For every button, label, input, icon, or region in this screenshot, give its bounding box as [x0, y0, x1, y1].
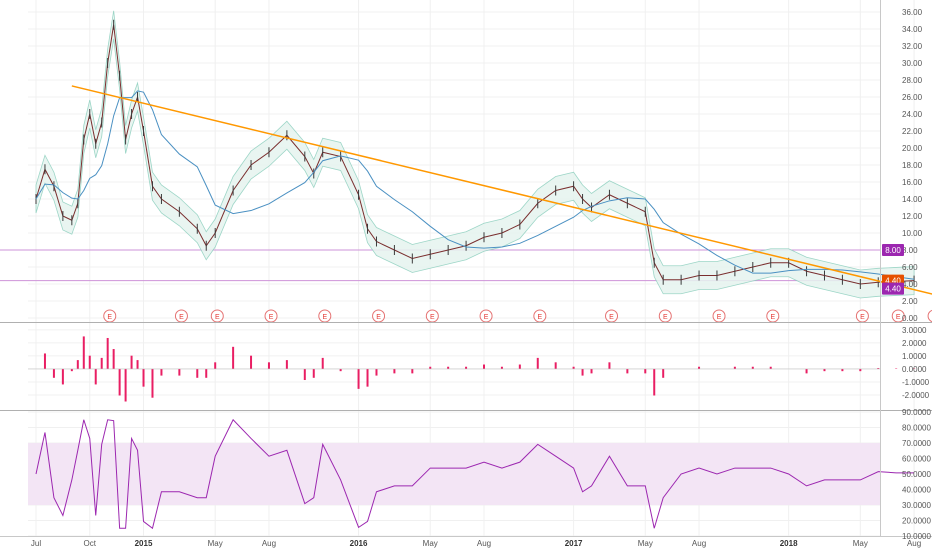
- time-axis-tick: 2015: [135, 539, 153, 548]
- time-axis-tick: Aug: [692, 539, 706, 548]
- price-axis-tick: 0.00: [902, 314, 918, 323]
- rsi-axis-tick: 30.0000: [902, 501, 931, 510]
- price-axis-tick: 34.00: [902, 25, 923, 34]
- time-axis-tick: Jul: [31, 539, 41, 548]
- macd-axis-tick: 1.0000: [902, 352, 927, 361]
- price-label: 4.40: [885, 277, 901, 286]
- bollinger-band: [35, 10, 915, 299]
- time-axis-tick: Aug: [262, 539, 276, 548]
- macd-axis-tick: 3.0000: [902, 326, 927, 335]
- price-axis-tick: 10.00: [902, 229, 923, 238]
- price-axis-tick: 20.00: [902, 144, 923, 153]
- macd-axis-tick: -2.0000: [902, 391, 930, 400]
- price-axis-tick: 36.00: [902, 8, 923, 17]
- price-axis-tick: 2.00: [902, 297, 918, 306]
- rsi-line: [35, 418, 915, 530]
- time-axis-tick: May: [423, 539, 438, 548]
- earnings-marker-label: E: [896, 314, 901, 321]
- earnings-marker-label: E: [179, 314, 184, 321]
- earnings-marker-label: E: [269, 314, 274, 321]
- rsi-axis-tick: 40.0000: [902, 486, 931, 495]
- time-axis-tick: 2018: [780, 539, 798, 548]
- price-label-box: [882, 282, 904, 295]
- earnings-marker-label: E: [215, 314, 220, 321]
- earnings-marker-label: E: [538, 314, 543, 321]
- earnings-marker-label: E: [107, 314, 112, 321]
- rsi-overbought-oversold-band: [28, 443, 880, 505]
- earnings-marker-label: E: [322, 314, 327, 321]
- rsi-axis-tick: 10.0000: [902, 532, 931, 541]
- earnings-marker-label: E: [860, 314, 865, 321]
- chart-series: [0, 10, 932, 530]
- rsi-axis-tick: 90.0000: [902, 408, 931, 417]
- price-label-box: [882, 244, 904, 256]
- price-axis-tick: 18.00: [902, 161, 923, 170]
- time-axis-tick: 2017: [565, 539, 583, 548]
- time-axis-tick: May: [208, 539, 223, 548]
- earnings-marker-circle: [927, 309, 932, 323]
- macd-axis-tick: 0.0000: [902, 365, 927, 374]
- price-label: 8.00: [885, 246, 901, 255]
- price-axis-tick: 24.00: [902, 110, 923, 119]
- earnings-marker-label: E: [609, 314, 614, 321]
- rsi-axis-tick: 60.0000: [902, 455, 931, 464]
- price-axis-tick: 16.00: [902, 178, 923, 187]
- earnings-marker-label: E: [484, 314, 489, 321]
- price-axis-tick: 28.00: [902, 76, 923, 85]
- price-axis-tick: 12.00: [902, 212, 923, 221]
- price-axis-tick: 6.00: [902, 263, 918, 272]
- price-axis-tick: 22.00: [902, 127, 923, 136]
- trendline: [71, 85, 932, 295]
- price-line: [35, 24, 915, 285]
- earnings-marker-label: E: [376, 314, 381, 321]
- price-label: 4.40: [885, 285, 901, 294]
- price-axis-tick: 26.00: [902, 93, 923, 102]
- rsi-axis-tick: 80.0000: [902, 424, 931, 433]
- price-axis-tick: 4.00: [902, 280, 918, 289]
- earnings-marker-label: E: [663, 314, 668, 321]
- price-axis-tick: 14.00: [902, 195, 923, 204]
- time-axis-tick: May: [853, 539, 868, 548]
- earnings-marker-label: E: [770, 314, 775, 321]
- price-axis-tick: 32.00: [902, 42, 923, 51]
- macd-axis-tick: 2.0000: [902, 339, 927, 348]
- time-axis-tick: Oct: [84, 539, 97, 548]
- rsi-axis-tick: 50.0000: [902, 470, 931, 479]
- rsi-axis-tick: 70.0000: [902, 439, 931, 448]
- rsi-band-fill: [28, 443, 880, 505]
- rsi-axis-tick: 20.0000: [902, 517, 931, 526]
- macd-axis-tick: -1.0000: [902, 378, 930, 387]
- earnings-markers: EEEEEEEEEEEEEEEE: [103, 309, 932, 323]
- price-axis-tick: 8.00: [902, 246, 918, 255]
- moving-average-line: [35, 90, 915, 280]
- earnings-marker-label: E: [717, 314, 722, 321]
- earnings-marker-label: E: [430, 314, 435, 321]
- price-axis-tick: 30.00: [902, 59, 923, 68]
- time-axis-tick: 2016: [350, 539, 368, 548]
- time-axis-tick: Aug: [907, 539, 921, 548]
- time-axis-tick: Aug: [477, 539, 491, 548]
- time-axis-tick: May: [638, 539, 653, 548]
